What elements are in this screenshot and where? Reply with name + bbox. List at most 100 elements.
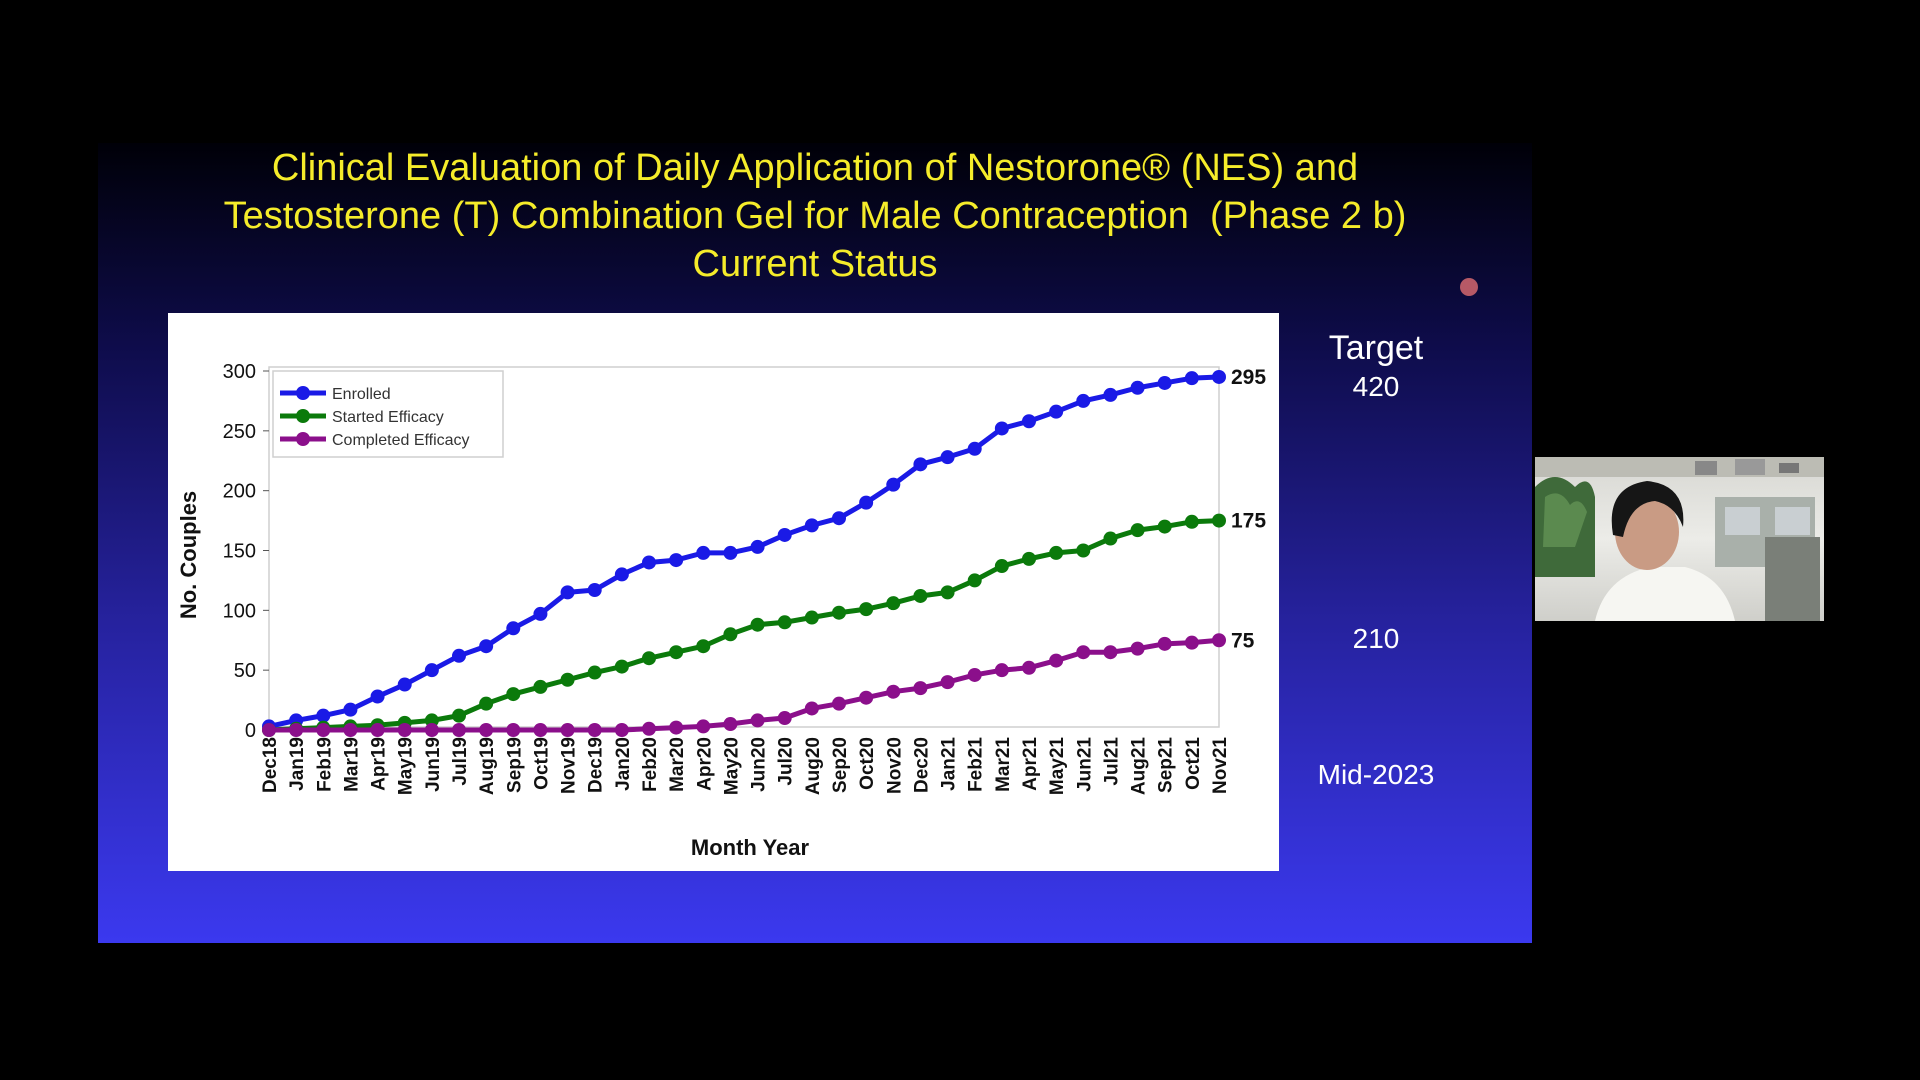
data-point-enrolled — [533, 606, 548, 621]
x-tick-label: Jul20 — [776, 737, 797, 786]
x-tick-label: Mar21 — [993, 737, 1014, 792]
data-point-completed-efficacy — [506, 723, 521, 737]
end-label-completed-efficacy: 75 — [1231, 629, 1255, 652]
x-tick-label: Dec20 — [911, 737, 932, 793]
x-tick-label: Jun19 — [423, 737, 444, 792]
data-point-started-efficacy — [479, 696, 494, 711]
data-point-completed-efficacy — [804, 701, 819, 716]
data-point-started-efficacy — [832, 605, 846, 620]
x-tick-label: May20 — [721, 737, 742, 795]
x-tick-label: Feb20 — [640, 737, 661, 792]
x-axis-title: Month Year — [691, 835, 810, 860]
data-point-started-efficacy — [750, 617, 765, 632]
data-point-started-efficacy — [1022, 551, 1036, 566]
data-point-enrolled — [614, 567, 629, 582]
data-point-completed-efficacy — [1184, 635, 1199, 650]
x-tick-label: Oct21 — [1183, 737, 1204, 790]
target-date: Mid-2023 — [1317, 759, 1435, 790]
data-point-started-efficacy — [994, 559, 1009, 574]
y-tick-label: 0 — [245, 720, 256, 742]
data-point-enrolled — [696, 545, 711, 560]
x-tick-label: Jun20 — [749, 737, 770, 792]
data-point-started-efficacy — [696, 639, 711, 654]
y-tick-label: 50 — [234, 660, 256, 682]
data-point-started-efficacy — [452, 708, 466, 723]
data-point-completed-efficacy — [452, 723, 466, 737]
data-point-started-efficacy — [859, 602, 874, 617]
data-point-completed-efficacy — [859, 690, 874, 705]
title-line-1: Clinical Evaluation of Daily Application… — [271, 147, 1359, 189]
data-point-started-efficacy — [777, 615, 792, 630]
data-point-enrolled — [587, 582, 602, 597]
data-point-enrolled — [1157, 375, 1172, 390]
data-point-enrolled — [804, 518, 819, 533]
x-tick-label: Mar20 — [667, 737, 688, 792]
laser-pointer-dot — [1460, 278, 1478, 296]
x-tick-label: Jul21 — [1101, 737, 1122, 786]
data-point-enrolled — [859, 495, 874, 510]
x-tick-label: Sep19 — [504, 737, 525, 793]
data-point-completed-efficacy — [614, 723, 629, 737]
data-point-completed-efficacy — [1103, 645, 1118, 660]
data-point-completed-efficacy — [479, 723, 494, 737]
legend-marker-enrolled — [296, 386, 310, 400]
data-point-enrolled — [370, 689, 385, 704]
data-point-started-efficacy — [614, 659, 629, 674]
data-point-started-efficacy — [587, 665, 602, 680]
data-point-started-efficacy — [1076, 543, 1091, 558]
data-point-completed-efficacy — [289, 723, 304, 737]
data-point-completed-efficacy — [370, 723, 385, 737]
x-tick-label: Aug19 — [477, 737, 498, 795]
data-point-enrolled — [886, 477, 901, 492]
data-point-enrolled — [1130, 380, 1145, 395]
x-tick-label: Dec18 — [260, 737, 281, 793]
x-tick-label: Feb19 — [314, 737, 335, 792]
data-point-completed-efficacy — [316, 723, 331, 737]
data-point-completed-efficacy — [1049, 653, 1064, 668]
data-point-completed-efficacy — [560, 723, 575, 737]
data-point-started-efficacy — [1184, 514, 1199, 529]
legend-marker-started-efficacy — [296, 409, 310, 423]
x-tick-label: Mar19 — [341, 737, 362, 792]
data-point-completed-efficacy — [994, 663, 1009, 678]
x-tick-label: Feb21 — [966, 737, 987, 792]
chart-panel: 0 50 100 150 200 250 300 Dec18 Jan19 Feb19 Mar19 Ap… — [168, 313, 1279, 871]
data-point-started-efficacy — [533, 679, 548, 694]
plot-frame — [268, 366, 1220, 728]
data-point-completed-efficacy — [1130, 641, 1145, 656]
data-point-enrolled — [723, 545, 738, 560]
x-tick-label: Oct20 — [857, 737, 878, 790]
legend-label-completed-efficacy: Completed Efficacy — [332, 432, 470, 449]
data-point-enrolled — [1184, 371, 1199, 386]
data-point-completed-efficacy — [587, 723, 602, 737]
y-axis-title: No. Couples — [176, 491, 201, 619]
x-tick-label: Aug20 — [803, 737, 824, 795]
x-tick-label: Apr19 — [369, 737, 390, 791]
data-point-enrolled — [750, 539, 765, 554]
data-point-completed-efficacy — [777, 711, 792, 726]
data-point-completed-efficacy — [967, 667, 982, 682]
data-point-started-efficacy — [669, 645, 684, 660]
x-tick-label: Apr20 — [694, 737, 715, 791]
y-tick-label: 250 — [223, 421, 256, 443]
data-point-enrolled — [994, 421, 1009, 436]
x-tick-label: Dec19 — [586, 737, 607, 793]
data-point-completed-efficacy — [1076, 645, 1091, 660]
data-point-completed-efficacy — [1022, 660, 1036, 675]
data-point-started-efficacy — [424, 713, 439, 728]
end-label-enrolled: 295 — [1231, 366, 1266, 389]
data-point-completed-efficacy — [424, 723, 439, 737]
y-tick-label: 100 — [223, 600, 256, 622]
data-point-started-efficacy — [723, 627, 738, 642]
data-point-enrolled — [1049, 404, 1064, 419]
legend-label-enrolled: Enrolled — [332, 386, 391, 403]
data-point-started-efficacy — [804, 610, 819, 625]
data-point-started-efficacy — [1212, 513, 1226, 528]
data-point-enrolled — [913, 457, 928, 472]
x-tick-label: Oct19 — [531, 737, 552, 790]
data-point-started-efficacy — [940, 585, 955, 600]
webcam-video-thumbnail[interactable] — [1535, 457, 1824, 621]
data-point-enrolled — [1212, 369, 1226, 384]
data-point-enrolled — [452, 648, 466, 663]
data-point-enrolled — [560, 585, 575, 600]
